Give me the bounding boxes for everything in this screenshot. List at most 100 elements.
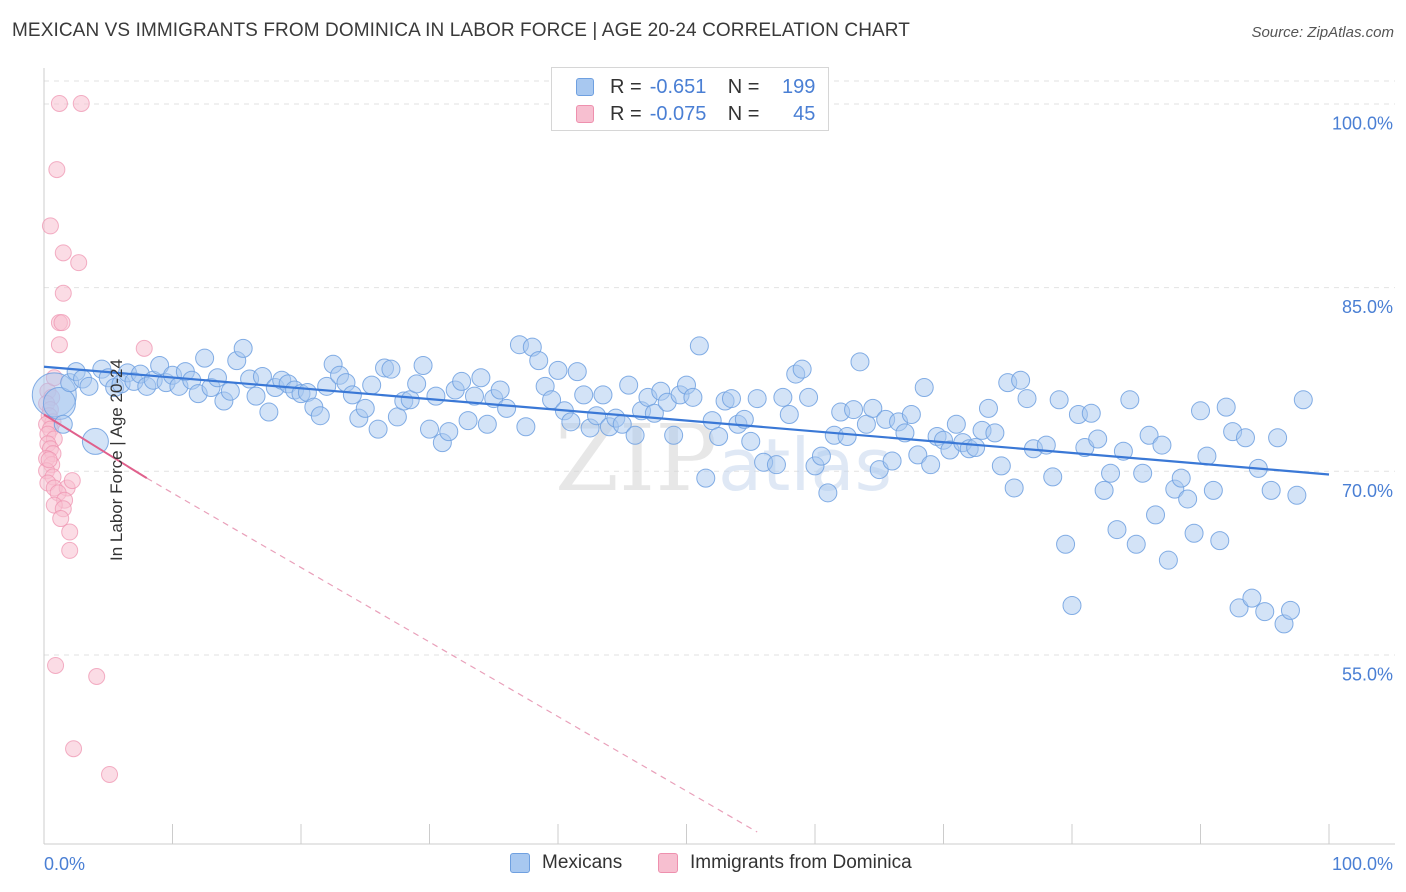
data-point-mexicans (1158, 550, 1178, 570)
data-point-mexicans (1011, 370, 1031, 390)
legend-item-mexicans[interactable]: Mexicans (510, 852, 622, 874)
y-tick-labels: 100.0% 85.0% 70.0% 55.0% (1332, 113, 1393, 684)
data-point-mexicans (978, 398, 998, 418)
data-point-mexicans (220, 381, 240, 401)
series-legend: Mexicans Immigrants from Dominica (0, 852, 1406, 878)
legend-r-value: -0.651 (649, 75, 707, 98)
data-point-mexicans (1229, 598, 1249, 618)
data-point-mexicans (593, 385, 613, 405)
data-point-mexicans (895, 423, 915, 443)
gridlines (44, 80, 1395, 656)
data-point-mexicans (702, 411, 722, 431)
data-point-mexicans (966, 438, 986, 458)
data-point-mexicans (908, 445, 928, 465)
data-point-mexicans (1216, 397, 1236, 417)
y-tick-label: 55.0% (1342, 664, 1393, 684)
data-point-mexicans (901, 404, 921, 424)
data-point-mexicans (407, 374, 427, 394)
data-point-mexicans (1261, 480, 1281, 500)
legend-item-dominica[interactable]: Immigrants from Dominica (658, 852, 912, 874)
data-point-mexicans (233, 338, 253, 358)
stats-legend: R = -0.651 N = 199 R = -0.075 N = 45 (551, 67, 829, 131)
data-point-mexicans (567, 362, 587, 382)
data-point-mexicans (464, 386, 484, 406)
trend-line-dominica (43, 413, 148, 480)
data-point-mexicans (259, 402, 279, 422)
y-tick-label: 85.0% (1342, 297, 1393, 317)
data-point-mexicans (1191, 401, 1210, 421)
data-point-mexicans (799, 387, 819, 407)
data-point-mexicans (1293, 390, 1313, 410)
legend-n-value: 199 (782, 75, 816, 98)
data-point-dominica (61, 523, 79, 541)
data-point-mexicans (991, 456, 1011, 476)
data-point-dominica (72, 94, 90, 112)
watermark: ZIP atlas (555, 405, 892, 512)
data-point-mexicans (490, 380, 510, 400)
data-point-mexicans (985, 423, 1005, 443)
data-point-dominica (52, 510, 70, 528)
data-point-mexicans (1242, 588, 1262, 608)
data-point-dominica (48, 161, 66, 179)
data-point-dominica (47, 656, 65, 674)
data-point-dominica (135, 339, 153, 357)
data-point-dominica (54, 284, 72, 302)
data-point-mexicans (548, 360, 568, 380)
data-point-mexicans (850, 352, 870, 372)
data-point-mexicans (1255, 602, 1275, 622)
data-point-dominica (70, 254, 88, 272)
legend-r-label: R = (610, 75, 642, 98)
legend-swatch-dominica (658, 853, 678, 873)
legend-n-label: N = (727, 102, 760, 125)
data-point-mexicans (683, 387, 703, 407)
data-point-mexicans (1056, 534, 1076, 554)
data-point-mexicans (310, 406, 330, 426)
data-point-mexicans (587, 406, 607, 426)
trend-line-mexicans (43, 365, 1330, 476)
data-point-mexicans (1178, 489, 1198, 509)
data-point-mexicans (561, 412, 581, 432)
data-point-mexicans (818, 483, 838, 503)
y-tick-label: 70.0% (1342, 481, 1393, 501)
data-point-mexicans (1088, 429, 1108, 449)
data-point-mexicans (1043, 467, 1063, 487)
data-point-mexicans (1171, 468, 1191, 488)
data-point-dominica (53, 314, 71, 332)
legend-r-value: -0.075 (649, 102, 707, 125)
data-point-mexicans (413, 356, 433, 376)
data-point-mexicans (1280, 600, 1300, 620)
data-point-mexicans (400, 390, 420, 410)
data-point-mexicans (368, 419, 388, 439)
data-point-mexicans (921, 455, 941, 475)
data-point-mexicans (773, 387, 793, 407)
watermark-zip: ZIP (555, 405, 717, 512)
data-point-mexicans (689, 336, 709, 356)
data-point-mexicans (246, 386, 266, 406)
data-point-mexicans (779, 404, 799, 424)
data-point-mexicans (1101, 463, 1121, 483)
x-tick-label-left: 0.0% (44, 854, 85, 874)
data-point-dominica (88, 668, 106, 686)
series-dominica (38, 94, 153, 783)
legend-r-label: R = (610, 102, 642, 125)
data-point-mexicans (471, 368, 491, 388)
data-point-mexicans (1081, 403, 1101, 423)
data-point-dominica (40, 451, 58, 469)
data-point-mexicans (1004, 478, 1024, 498)
series-mexicans (31, 335, 1313, 634)
data-point-mexicans (207, 368, 227, 388)
data-point-mexicans (574, 385, 594, 405)
data-point-mexicans (721, 389, 741, 409)
data-point-dominica (50, 336, 68, 354)
source-label: Source: ZipAtlas.com (1251, 24, 1394, 41)
data-point-mexicans (1146, 505, 1166, 525)
data-point-mexicans (1184, 523, 1204, 543)
data-point-mexicans (837, 427, 857, 447)
trend-line-dominica-extension (146, 477, 758, 833)
data-point-mexicans (766, 455, 786, 475)
data-point-mexicans (342, 385, 362, 405)
data-point-dominica (50, 94, 68, 112)
data-point-mexicans (452, 371, 472, 391)
data-point-mexicans (1203, 480, 1223, 500)
data-point-mexicans (1062, 595, 1082, 615)
